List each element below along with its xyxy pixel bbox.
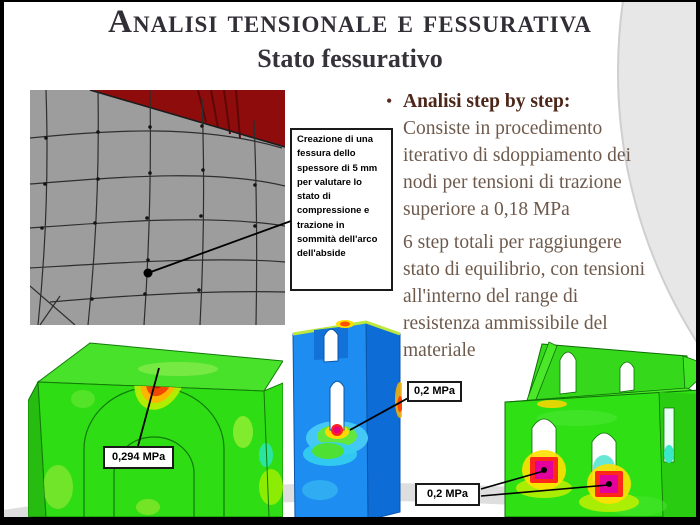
stress-label-nave: 0,2 MPa — [415, 483, 480, 506]
bullet-list: • Analisi step by step: Consiste in proce… — [386, 88, 700, 370]
slide-title: Analisi tensionale e fessurativa — [108, 4, 592, 40]
slide-subtitle: Stato fessurativo — [257, 44, 443, 73]
bullet-body: 6 step totali per raggiungere stato di e… — [403, 232, 646, 361]
fem-mesh-crack-figure — [30, 90, 285, 325]
bullet-body: Consiste in procedimento iterativo di sd… — [403, 118, 631, 220]
bullet-marker: • — [386, 91, 393, 111]
crack-callout-box: Creazione di una fessura dello spessore … — [290, 128, 393, 291]
frame-top — [0, 0, 700, 2]
frame-right — [696, 0, 700, 525]
fem-nave-windows-figure — [487, 336, 700, 517]
stress-label-tower: 0,2 MPa — [407, 381, 462, 402]
frame-bottom — [0, 517, 700, 525]
fem-apse-arch-figure — [28, 337, 283, 517]
stress-label-apse: 0,294 MPa — [103, 446, 175, 469]
bullet-six-steps: • 6 step totali per raggiungere stato di… — [386, 229, 700, 364]
bullet-heading: Analisi step by step: — [403, 91, 571, 112]
fem-tower-figure — [290, 318, 402, 520]
bullet-step-by-step: • Analisi step by step: Consiste in proce… — [386, 88, 700, 223]
frame-left — [0, 0, 4, 525]
